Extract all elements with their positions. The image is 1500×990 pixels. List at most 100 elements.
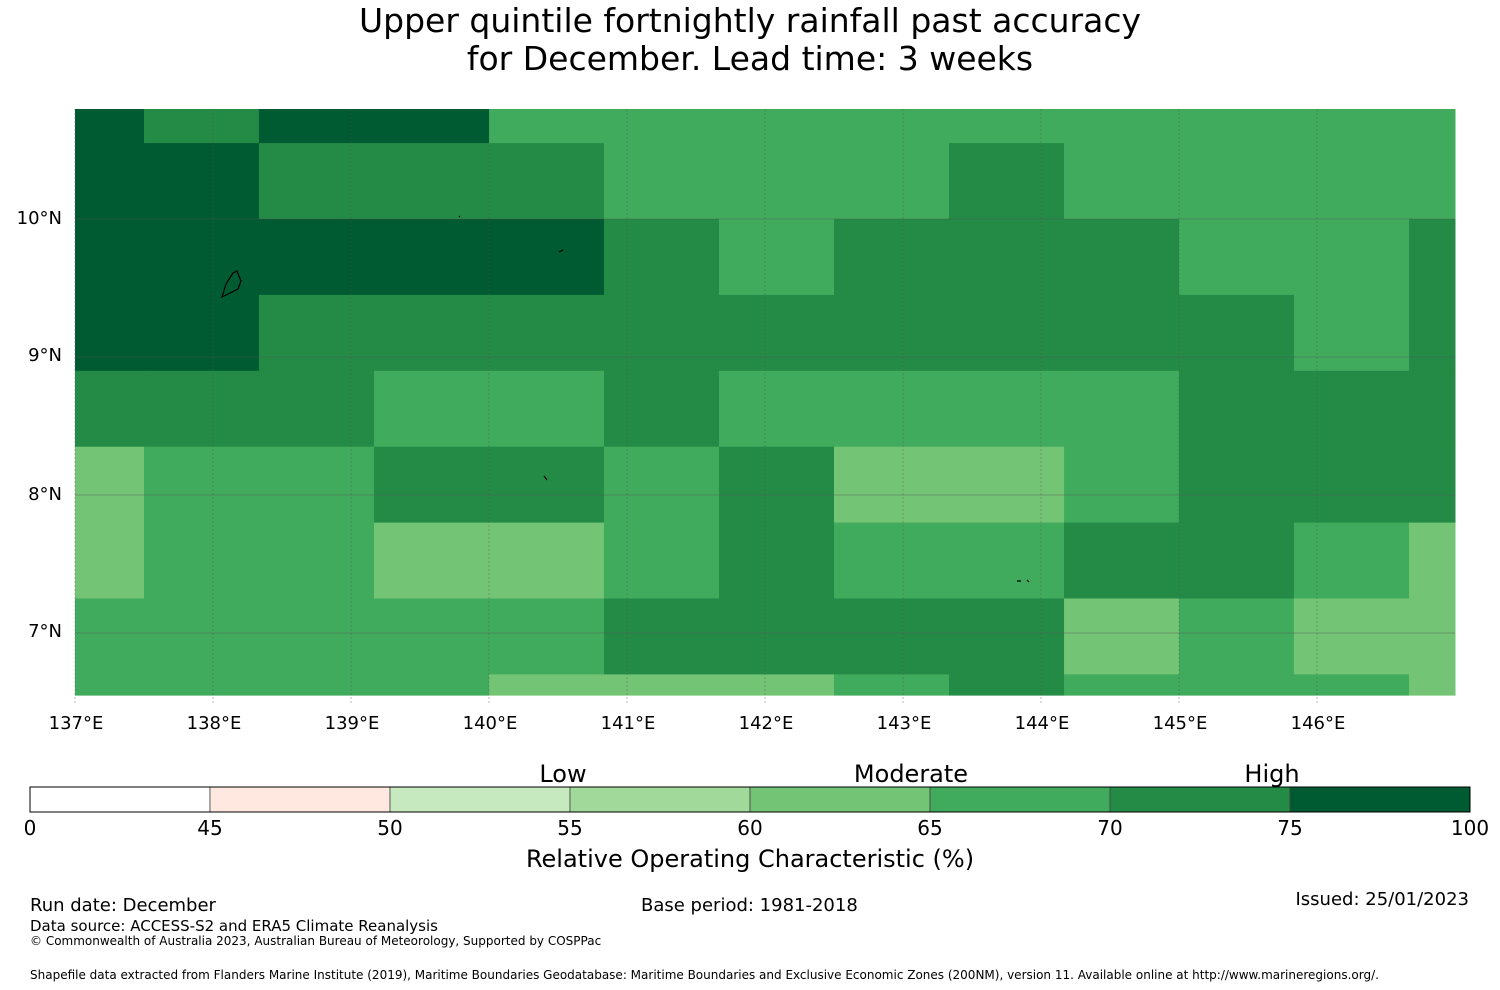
map-cell <box>1179 522 1295 599</box>
colorbar-tick: 70 <box>1097 816 1123 840</box>
colorbar-segment <box>1109 786 1291 813</box>
map-cell <box>1293 294 1410 372</box>
chart-title-line-1: Upper quintile fortnightly rainfall past… <box>358 1 1142 40</box>
map-cell <box>719 109 835 144</box>
map-cell <box>258 219 375 296</box>
map-cell <box>258 674 375 696</box>
map-cell <box>144 370 260 448</box>
map-cell <box>834 598 950 675</box>
colorbar-label: Relative Operating Characteristic (%) <box>525 845 975 873</box>
map-cell <box>374 109 490 144</box>
colorbar-tick: 55 <box>557 816 583 840</box>
map-cell <box>1064 446 1180 524</box>
copyright: © Commonwealth of Australia 2023, Austra… <box>30 934 602 948</box>
lat-tick-label: 9°N <box>28 345 62 366</box>
colorbar-category-moderate: Moderate <box>853 760 969 788</box>
map-cell <box>258 598 375 675</box>
map-cell <box>948 446 1065 524</box>
map-gridlines <box>74 109 1455 703</box>
map-cell <box>1293 219 1410 296</box>
map-cell <box>489 109 605 144</box>
colorbar-border <box>29 786 1471 813</box>
map-cell <box>489 219 605 296</box>
map-cell <box>603 109 720 144</box>
lon-tick-label: 146°E <box>1290 713 1346 734</box>
map-cell <box>1409 370 1456 448</box>
map-cell <box>1293 370 1410 448</box>
map-cell <box>1064 370 1180 448</box>
map-cell <box>258 446 375 524</box>
map-cell <box>1293 143 1410 220</box>
map-cell <box>719 674 835 696</box>
map-cell <box>1293 674 1410 696</box>
map-cell <box>1179 109 1295 144</box>
map-cell <box>603 370 720 448</box>
map-cell <box>948 143 1065 220</box>
islands <box>221 215 1030 583</box>
lon-tick-label: 144°E <box>1014 713 1070 734</box>
map-cell <box>489 143 605 220</box>
lon-tick-label: 145°E <box>1152 713 1208 734</box>
colorbar-segment <box>209 786 391 813</box>
map-cell <box>374 522 490 599</box>
map-cell <box>603 522 720 599</box>
map-cell <box>1064 674 1180 696</box>
island-outline <box>221 270 242 299</box>
run-date: Run date: December <box>30 895 216 916</box>
map-cell <box>719 294 835 372</box>
map-cell <box>1179 219 1295 296</box>
colorbar-tick: 0 <box>23 816 37 840</box>
map-cell <box>1409 674 1456 696</box>
map-cell <box>75 219 145 296</box>
lon-tick-label: 142°E <box>738 713 794 734</box>
colorbar-category-low: Low <box>539 760 587 788</box>
island-outline <box>458 215 461 218</box>
map-cell <box>948 370 1065 448</box>
colorbar-tick: 60 <box>737 816 763 840</box>
map-cell <box>603 446 720 524</box>
island-outline <box>1017 579 1030 583</box>
colorbar-segment <box>389 786 571 813</box>
map-cell <box>1409 446 1456 524</box>
island-outline <box>558 249 564 253</box>
colorbar-tick: 50 <box>377 816 403 840</box>
map-cell <box>489 522 605 599</box>
map-cell <box>374 370 490 448</box>
map-cell <box>374 598 490 675</box>
lon-tick-label: 140°E <box>462 713 518 734</box>
map-cell <box>1409 219 1456 296</box>
map-cell <box>1179 674 1295 696</box>
map-cell <box>144 294 260 372</box>
map-cell <box>75 370 145 448</box>
map-cell <box>1064 109 1180 144</box>
map-cell <box>948 522 1065 599</box>
colorbar-segment <box>749 786 931 813</box>
map-cell <box>258 109 375 144</box>
map-cell <box>144 446 260 524</box>
map-cell <box>719 446 835 524</box>
map-cell <box>1179 370 1295 448</box>
lon-tick-label: 137°E <box>48 713 104 734</box>
map-cell <box>1409 522 1456 599</box>
map-cell <box>1293 598 1410 675</box>
map-cell <box>374 294 490 372</box>
map-cell <box>719 143 835 220</box>
map-cell <box>948 294 1065 372</box>
colorbar-tick: 65 <box>917 816 943 840</box>
map-cell <box>719 598 835 675</box>
island-outline <box>543 475 548 481</box>
map-cell <box>75 109 145 144</box>
map-cell <box>144 598 260 675</box>
map-cell <box>489 294 605 372</box>
map-cell <box>834 219 950 296</box>
map-cell <box>75 674 145 696</box>
map-cell <box>1293 109 1410 144</box>
map-cell <box>1179 143 1295 220</box>
map-cell <box>719 370 835 448</box>
map-cell <box>489 446 605 524</box>
lat-tick-label: 7°N <box>28 621 62 642</box>
map-cell <box>603 674 720 696</box>
map-cell <box>258 294 375 372</box>
